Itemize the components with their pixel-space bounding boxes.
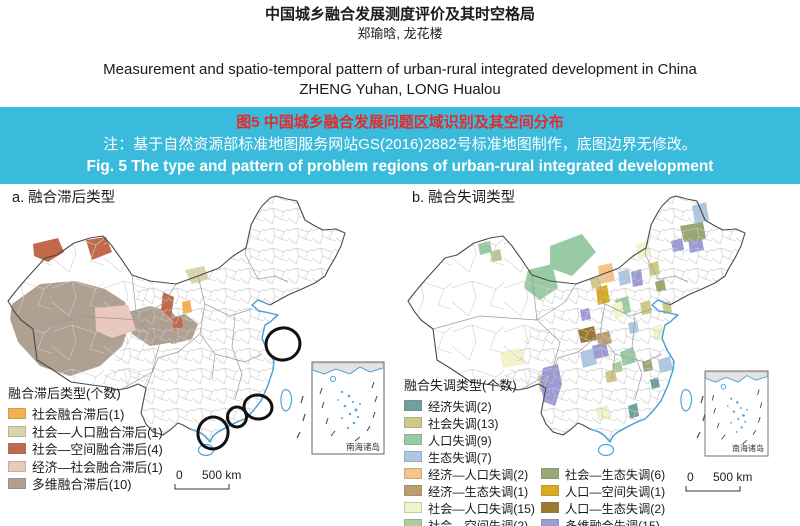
scalebar-b-text: 500 km	[713, 470, 752, 484]
legend-label: 社会—空间失调(2)	[428, 518, 529, 526]
legend-label: 生态失调(7)	[428, 450, 492, 465]
legend-swatch	[404, 451, 422, 462]
legend-swatch	[8, 443, 26, 455]
legend-swatch	[404, 502, 422, 513]
legend-label: 人口—生态失调(2)	[565, 501, 666, 516]
inset-b-label: 南海诸岛	[732, 443, 764, 453]
legend-label: 经济—人口失调(2)	[428, 467, 529, 482]
paper-authors-en: ZHENG Yuhan, LONG Hualou	[299, 81, 501, 98]
legend-swatch	[8, 425, 26, 437]
legend-label: 社会—人口融合滞后(1)	[32, 424, 163, 440]
map-a-canvas: a. 融合滞后类型	[0, 184, 385, 490]
map-panel-b: b. 融合失调类型	[400, 184, 800, 526]
legend-swatch	[541, 502, 559, 513]
paper-header: 中国城乡融合发展测度评价及其时空格局 郑瑜晗, 龙花楼 Measurement …	[0, 0, 800, 100]
paper-title-en: Measurement and spatio-temporal pattern …	[103, 61, 697, 78]
legend-label: 社会—生态失调(6)	[565, 467, 666, 482]
legend-swatch	[8, 478, 26, 490]
legend-swatch	[8, 408, 26, 420]
scalebar-b-zero: 0	[687, 470, 694, 484]
legend-swatch	[541, 519, 559, 526]
scalebar-a: 0 500 km	[174, 468, 241, 490]
china-map-b	[400, 184, 755, 456]
inset-map-a: 南海诸岛	[311, 361, 385, 455]
legend-swatch	[404, 400, 422, 411]
legend-label: 社会—空间融合滞后(4)	[32, 442, 163, 458]
inset-a-label: 南海诸岛	[346, 442, 380, 452]
legend-b-title: 融合失调类型(个数)	[404, 378, 517, 393]
scalebar-a-zero: 0	[176, 468, 183, 482]
legend-swatch	[404, 519, 422, 526]
china-map-a	[0, 184, 355, 456]
legend-label: 社会失调(13)	[428, 416, 499, 431]
legend-label: 社会融合滞后(1)	[32, 407, 125, 423]
highlight-circles	[196, 326, 302, 451]
legend-a: 融合滞后类型(个数) 社会融合滞后(1) 社会—人口融合滞后(1) 社会—空间融…	[8, 385, 163, 493]
legend-label: 多维融合失调(15)	[565, 518, 660, 526]
paper-title-zh: 中国城乡融合发展测度评价及其时空格局	[264, 6, 535, 23]
legend-label: 人口—空间失调(1)	[565, 484, 666, 499]
legend-label: 人口失调(9)	[428, 433, 492, 448]
figure-caption-zh: 图5 中国城乡融合发展问题区域识别及其空间分布	[236, 114, 564, 131]
legend-b: 融合失调类型(个数) 经济失调(2) 社会失调(13) 人口失调(9) 生态失调…	[404, 377, 665, 526]
figure-map-note: 注：基于自然资源部标准地图服务网站GS(2016)2882号标准地图制作，底图边…	[103, 136, 697, 153]
legend-a-title: 融合滞后类型(个数)	[8, 386, 121, 401]
legend-label: 社会—人口失调(15)	[428, 501, 535, 516]
legend-label: 经济—生态失调(1)	[428, 484, 529, 499]
map-figure: a. 融合滞后类型	[0, 184, 800, 526]
scalebar-a-text: 500 km	[202, 468, 241, 482]
legend-label: 经济—社会融合滞后(1)	[32, 459, 163, 475]
inset-map-b: 南海诸岛	[704, 370, 769, 457]
legend-swatch	[8, 460, 26, 472]
map-panel-a: a. 融合滞后类型	[0, 184, 400, 524]
map-b-label: b. 融合失调类型	[412, 189, 515, 206]
legend-swatch	[404, 485, 422, 496]
scalebar-b: 0 500 km	[685, 470, 752, 492]
map-a-label: a. 融合滞后类型	[12, 189, 115, 206]
legend-swatch	[541, 485, 559, 496]
legend-swatch	[404, 434, 422, 445]
figure-caption-banner: 图5 中国城乡融合发展问题区域识别及其空间分布 注：基于自然资源部标准地图服务网…	[0, 107, 800, 184]
map-b-canvas: b. 融合失调类型	[400, 184, 769, 492]
legend-swatch	[404, 468, 422, 479]
legend-swatch	[404, 417, 422, 428]
legend-swatch	[541, 468, 559, 479]
paper-authors-zh: 郑瑜晗, 龙花楼	[357, 26, 443, 41]
figure-caption-en: Fig. 5 The type and pattern of problem r…	[86, 158, 714, 175]
legend-label: 经济失调(2)	[428, 399, 492, 414]
legend-label: 多维融合滞后(10)	[32, 477, 132, 493]
